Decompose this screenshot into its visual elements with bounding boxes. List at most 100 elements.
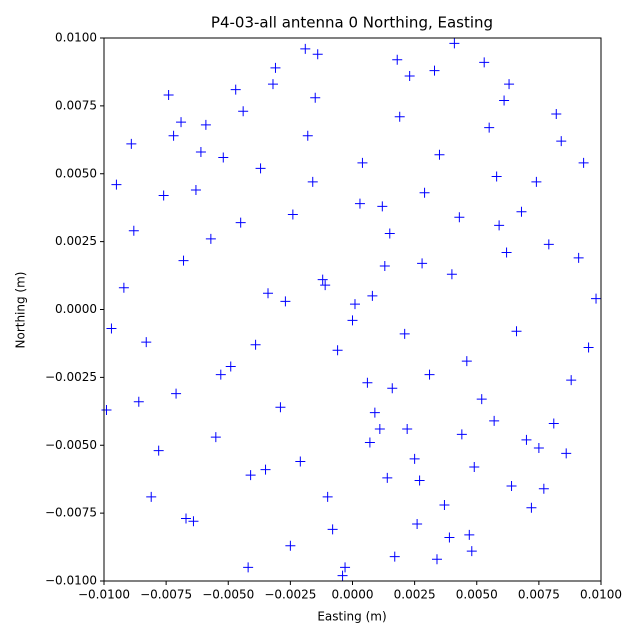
point xyxy=(389,551,400,562)
point xyxy=(275,402,286,413)
point xyxy=(379,261,390,272)
point xyxy=(205,233,216,244)
point xyxy=(312,49,323,60)
point xyxy=(245,470,256,481)
point xyxy=(255,163,266,174)
point xyxy=(399,328,410,339)
point xyxy=(320,280,331,291)
point xyxy=(454,212,465,223)
point xyxy=(128,225,139,236)
x-tick-label: −0.0075 xyxy=(140,588,192,602)
y-tick-label: 0.0050 xyxy=(55,166,97,180)
point xyxy=(118,282,129,293)
point xyxy=(506,480,517,491)
chart-title: P4-03-all antenna 0 Northing, Easting xyxy=(211,14,493,32)
point xyxy=(101,404,112,415)
point xyxy=(439,499,450,510)
point xyxy=(417,258,428,269)
point xyxy=(491,171,502,182)
point xyxy=(499,95,510,106)
point xyxy=(511,326,522,337)
point xyxy=(516,206,527,217)
point xyxy=(469,461,480,472)
point xyxy=(349,299,360,310)
point xyxy=(287,209,298,220)
point xyxy=(218,152,229,163)
point xyxy=(414,475,425,486)
x-axis-label: Easting (m) xyxy=(317,610,386,624)
point xyxy=(578,157,589,168)
point xyxy=(561,448,572,459)
y-tick-label: 0.0100 xyxy=(55,31,97,45)
point xyxy=(163,90,174,101)
y-axis-label: Northing (m) xyxy=(14,272,28,349)
x-tick-label: 0.0100 xyxy=(580,588,622,602)
x-tick-label: 0.0075 xyxy=(518,588,560,602)
point xyxy=(501,247,512,258)
point xyxy=(354,198,365,209)
x-tick-label: −0.0050 xyxy=(202,588,254,602)
point xyxy=(280,296,291,307)
point xyxy=(295,456,306,467)
point xyxy=(106,323,117,334)
point xyxy=(431,554,442,565)
point xyxy=(446,269,457,280)
x-tick-label: −0.0100 xyxy=(78,588,130,602)
point xyxy=(126,138,137,149)
x-tick-label: −0.0025 xyxy=(264,588,316,602)
point xyxy=(543,239,554,250)
point xyxy=(489,415,500,426)
x-tick-label: 0.0050 xyxy=(456,588,498,602)
y-tick-label: −0.0100 xyxy=(45,574,97,588)
point xyxy=(369,407,380,418)
y-tick-label: 0.0025 xyxy=(55,234,97,248)
point xyxy=(377,201,388,212)
point xyxy=(133,396,144,407)
point xyxy=(461,356,472,367)
point xyxy=(347,315,358,326)
point xyxy=(307,176,318,187)
point xyxy=(285,540,296,551)
point xyxy=(409,453,420,464)
point xyxy=(225,361,236,372)
plot-frame xyxy=(103,37,602,582)
point xyxy=(387,383,398,394)
point xyxy=(429,65,440,76)
point xyxy=(190,185,201,196)
point xyxy=(243,562,254,573)
point xyxy=(551,109,562,120)
point xyxy=(533,442,544,453)
point xyxy=(412,518,423,529)
point xyxy=(210,432,221,443)
point xyxy=(494,220,505,231)
point xyxy=(340,562,351,573)
point xyxy=(171,388,182,399)
point xyxy=(215,369,226,380)
point xyxy=(476,394,487,405)
x-tick-label: 0.0025 xyxy=(394,588,436,602)
point xyxy=(250,339,261,350)
point xyxy=(322,491,333,502)
y-tick-label: −0.0050 xyxy=(45,438,97,452)
y-tick-label: 0.0075 xyxy=(55,98,97,112)
point xyxy=(419,187,430,198)
point xyxy=(362,377,373,388)
point xyxy=(111,179,122,190)
point xyxy=(424,369,435,380)
point xyxy=(521,434,532,445)
point xyxy=(392,54,403,65)
point xyxy=(178,255,189,266)
point xyxy=(332,345,343,356)
point xyxy=(583,342,594,353)
point xyxy=(591,293,602,304)
point xyxy=(566,375,577,386)
point xyxy=(382,472,393,483)
point xyxy=(230,84,241,95)
y-tick-label: −0.0075 xyxy=(45,506,97,520)
point xyxy=(200,119,211,130)
point xyxy=(556,136,567,147)
point xyxy=(479,57,490,68)
point xyxy=(538,483,549,494)
